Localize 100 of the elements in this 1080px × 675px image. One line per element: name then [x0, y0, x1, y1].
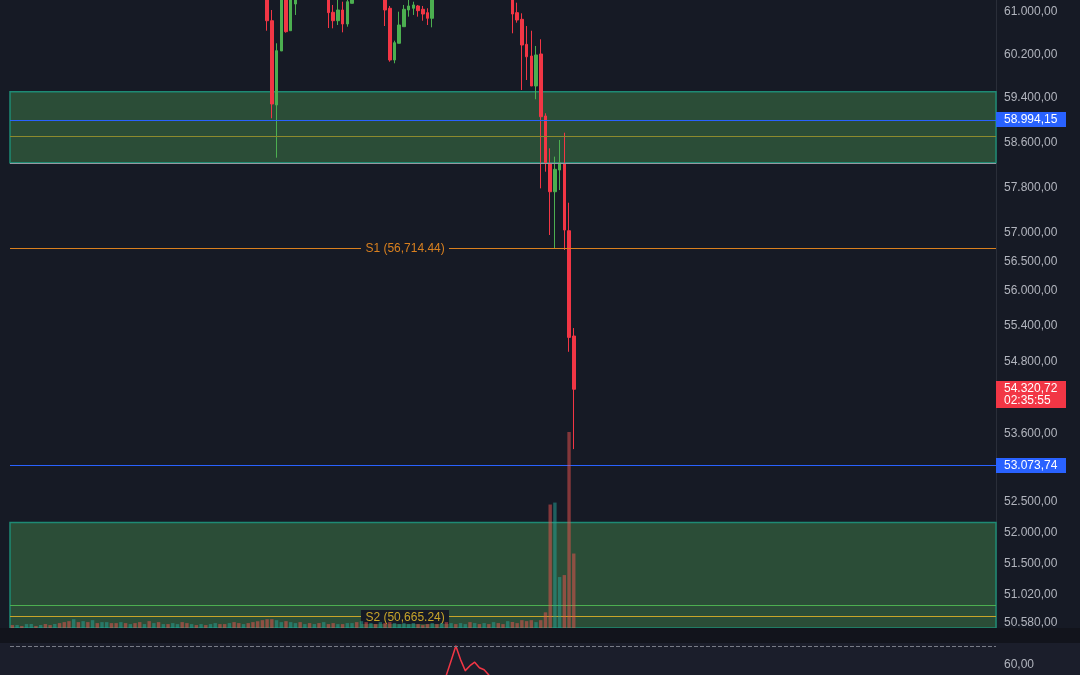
bar: [487, 624, 491, 628]
candlestick: [539, 38, 543, 189]
bar: [364, 622, 368, 628]
bar: [204, 625, 208, 628]
bar: [355, 622, 359, 628]
bar: [378, 622, 383, 628]
bar: [175, 624, 180, 628]
text: 60,00: [1004, 657, 1035, 671]
bar: [548, 504, 552, 628]
bar: [255, 621, 260, 628]
candlestick: [534, 45, 538, 100]
bar: [279, 622, 283, 628]
bar: [454, 624, 458, 628]
bar: [29, 624, 33, 628]
candlestick: [530, 30, 533, 87]
bar: [81, 621, 85, 628]
bar: [241, 624, 246, 628]
bar: [128, 624, 132, 628]
bar: [482, 623, 486, 628]
bar: [359, 621, 364, 628]
bar: [435, 624, 439, 628]
ref-line-label: 58.994,15: [996, 112, 1066, 128]
bar: [524, 621, 529, 628]
bar: [553, 502, 557, 628]
bar: [449, 623, 453, 628]
bar: [53, 624, 57, 628]
bar: [534, 622, 538, 628]
candlestick: [284, 0, 288, 34]
bar: [416, 624, 420, 628]
bar: [331, 623, 335, 628]
bar: [369, 623, 373, 628]
y-tick-label: 59.400,00: [1004, 90, 1058, 105]
bar: [340, 624, 345, 628]
y-tick-label: 60.200,00: [1004, 46, 1058, 61]
bar: [298, 622, 302, 628]
bar: [222, 624, 227, 628]
annotation: S1 (56,714.44): [361, 241, 449, 256]
bar: [161, 624, 166, 628]
bar: [10, 625, 15, 628]
bar: [388, 622, 392, 628]
bar: [265, 619, 269, 628]
bar: [567, 432, 571, 628]
bar: [284, 621, 288, 628]
bar: [76, 622, 81, 628]
candlestick: [430, 0, 434, 28]
bar: [312, 624, 316, 628]
bar: [114, 623, 118, 628]
y-tick-label: 51.500,00: [1004, 556, 1058, 571]
bar: [322, 622, 326, 628]
candlestick: [412, 1, 415, 16]
text: 02:35:55: [1004, 393, 1051, 408]
bar: [515, 623, 519, 628]
bar: [383, 623, 387, 628]
bar: [156, 622, 161, 628]
candlestick: [280, 0, 283, 52]
bar: [62, 622, 66, 628]
bar: [142, 624, 147, 628]
candlestick: [289, 0, 292, 32]
y-tick-label: 58.600,00: [1004, 134, 1058, 149]
bar: [425, 624, 430, 628]
candlestick: [294, 0, 297, 16]
bar: [397, 624, 401, 628]
bar: [24, 624, 29, 628]
text: 54.320,72: [1004, 381, 1058, 396]
y-tick-label: 56.000,00: [1004, 282, 1058, 297]
y-tick-label: 57.800,00: [1004, 179, 1058, 194]
candlestick: [336, 0, 340, 26]
bar: [350, 623, 354, 628]
candlestick: [341, 1, 344, 33]
candlestick: [548, 147, 552, 236]
y-tick-label: 50.580,00: [1004, 615, 1058, 630]
bar: [477, 624, 482, 628]
bar: [71, 619, 76, 628]
bar: [208, 624, 213, 628]
bar: [406, 624, 411, 628]
bar: [421, 625, 425, 628]
bar: [326, 624, 331, 628]
y-tick-label: 54.800,00: [1004, 353, 1058, 368]
bar: [38, 625, 43, 628]
y-tick-label: 55.400,00: [1004, 318, 1058, 333]
bar: [147, 621, 151, 628]
candlestick: [331, 4, 335, 29]
bar: [100, 622, 104, 628]
bar: [189, 624, 194, 628]
bar: [105, 622, 109, 628]
bar: [138, 622, 142, 628]
bar: [373, 624, 378, 628]
bar: [152, 623, 156, 628]
bar: [199, 624, 203, 628]
bar: [468, 622, 472, 628]
bar: [43, 624, 48, 628]
bar: [463, 624, 467, 628]
bar: [444, 622, 449, 628]
bar: [48, 625, 52, 628]
y-tick-label: 52.000,00: [1004, 524, 1058, 539]
bar: [251, 622, 255, 628]
y-tick-label: 56.500,00: [1004, 253, 1058, 268]
bar: [194, 625, 199, 628]
bar: [218, 624, 222, 628]
bar: [237, 623, 241, 628]
